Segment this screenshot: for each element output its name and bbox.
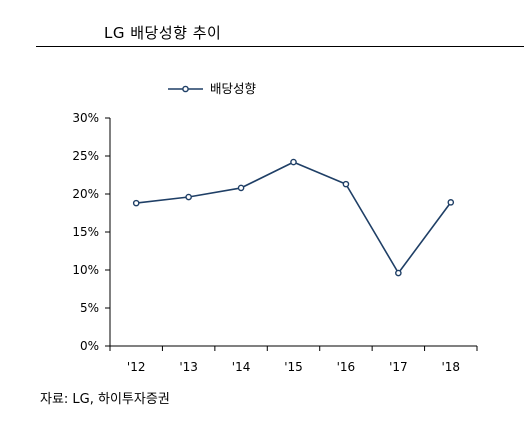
x-tick-label: '14	[232, 360, 251, 374]
series-layer	[132, 158, 455, 277]
legend-label: 배당성향	[210, 81, 257, 96]
x-tick-label: '16	[337, 360, 356, 374]
y-axis: 0% 5% 10% 15% 20% 25% 30%	[72, 111, 111, 353]
x-tick-label: '12	[127, 360, 146, 374]
y-tick-label: 30%	[72, 111, 99, 125]
y-tick-label: 5%	[80, 301, 99, 315]
x-tick-label: '17	[389, 360, 408, 374]
y-tick-label: 15%	[72, 225, 99, 239]
y-tick-label: 20%	[72, 187, 99, 201]
y-ticks: 0% 5% 10% 15% 20% 25% 30%	[72, 111, 110, 353]
series-line	[136, 161, 452, 274]
y-tick-label: 25%	[72, 149, 99, 163]
y-tick-label: 10%	[72, 263, 99, 277]
data-point	[395, 269, 402, 277]
data-point	[447, 199, 455, 206]
source-note: 자료: LG, 하이투자증권	[40, 392, 170, 407]
chart-title: LG 배당성향 추이	[104, 24, 222, 42]
legend-marker-swatch	[182, 85, 189, 93]
x-tick-label: '15	[284, 360, 303, 374]
data-point	[290, 158, 297, 166]
x-axis: '12 '13 '14 '15 '16 '17 '18	[109, 345, 478, 374]
data-point	[132, 199, 140, 207]
x-tick-label: '13	[179, 360, 198, 374]
data-point	[237, 184, 245, 192]
y-tick-label: 0%	[80, 339, 99, 353]
data-point	[342, 180, 350, 188]
data-point	[185, 193, 192, 201]
x-tick-label: '18	[441, 360, 460, 374]
x-ticks: '12 '13 '14 '15 '16 '17 '18	[109, 346, 478, 374]
title-divider	[36, 46, 524, 47]
legend: 배당성향	[168, 81, 257, 96]
